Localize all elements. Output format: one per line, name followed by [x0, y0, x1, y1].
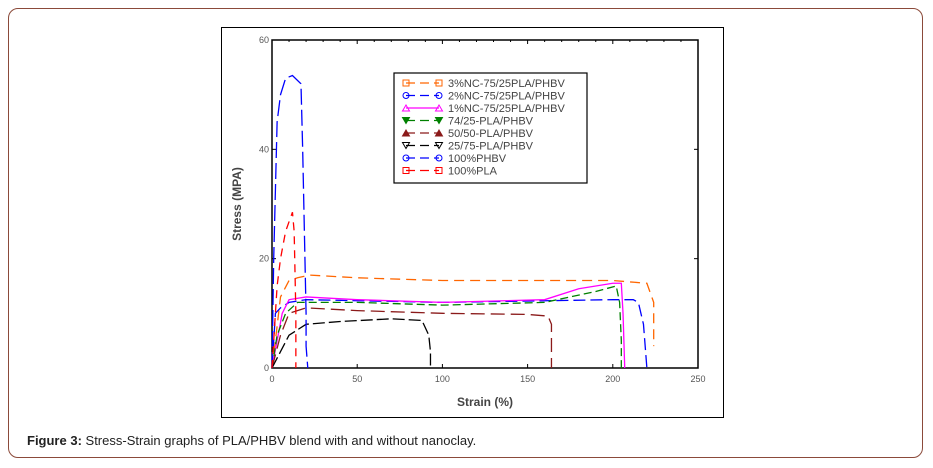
- caption-label: Figure 3:: [27, 433, 82, 448]
- y-tick-label: 40: [259, 144, 269, 154]
- series-line-3: [271, 285, 622, 369]
- figure-frame: [8, 8, 923, 458]
- x-tick-label: 200: [605, 374, 620, 384]
- legend-marker-6: [402, 154, 410, 162]
- series-line-4: [271, 307, 553, 369]
- series-line-2: [271, 282, 626, 369]
- series-line-0: [271, 274, 655, 369]
- legend-marker-0: [435, 79, 443, 87]
- legend-marker-1: [402, 92, 410, 99]
- legend-marker-5: [401, 142, 411, 150]
- legend-marker-7: [402, 167, 410, 174]
- legend-marker-6: [435, 154, 443, 162]
- legend-marker-0: [402, 79, 410, 87]
- y-tick-label: 0: [264, 363, 269, 373]
- legend-marker-2: [434, 104, 444, 112]
- legend-label-0: 3%NC-75/25PLA/PHBV: [448, 78, 565, 90]
- plot-area: [271, 39, 699, 369]
- legend-marker-3: [401, 117, 411, 125]
- x-axis-label: Strain (%): [457, 395, 513, 409]
- series-line-5: [271, 318, 432, 369]
- legend-label-5: 25/75-PLA/PHBV: [448, 141, 534, 153]
- x-tick-label: 0: [269, 374, 274, 384]
- x-tick-label: 250: [690, 374, 705, 384]
- legend-marker-2: [401, 104, 411, 112]
- legend-label-1: 2%NC-75/25PLA/PHBV: [448, 91, 565, 103]
- legend-marker-4: [434, 129, 444, 137]
- figure-caption: Figure 3: Stress-Strain graphs of PLA/PH…: [27, 433, 476, 448]
- legend-marker-3: [434, 117, 444, 125]
- legend-marker-7: [435, 167, 443, 174]
- legend-label-2: 1%NC-75/25PLA/PHBV: [448, 103, 565, 115]
- legend-label-3: 74/25-PLA/PHBV: [448, 116, 534, 128]
- x-tick-label: 50: [352, 374, 362, 384]
- legend-marker-1: [435, 92, 443, 99]
- legend-marker-4: [401, 129, 411, 137]
- legend-marker-5: [434, 142, 444, 150]
- caption-text: Stress-Strain graphs of PLA/PHBV blend w…: [81, 433, 477, 448]
- series-line-7: [271, 211, 297, 369]
- y-tick-label: 60: [259, 35, 269, 45]
- series-line-1: [271, 299, 648, 369]
- legend-label-7: 100%PLA: [448, 166, 498, 178]
- legend-box: [393, 72, 588, 184]
- x-tick-label: 150: [520, 374, 535, 384]
- y-axis-label: Stress (MPA): [230, 167, 244, 241]
- y-tick-label: 20: [259, 254, 269, 264]
- series-line-6: [271, 74, 309, 369]
- legend-label-4: 50/50-PLA/PHBV: [448, 128, 534, 140]
- x-tick-label: 100: [435, 374, 450, 384]
- legend-label-6: 100%PHBV: [448, 153, 507, 165]
